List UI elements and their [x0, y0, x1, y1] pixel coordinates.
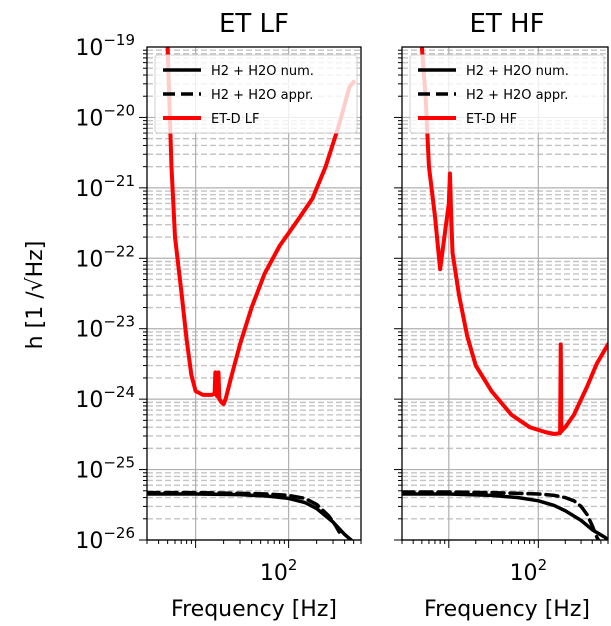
y-tick-labels: 10−19 10−20 10−21 10−22 10−23 10−24 10−25 10−26 [75, 31, 135, 554]
x-axis-label: Frequency [Hz] [171, 597, 337, 622]
plot-area [147, 47, 356, 540]
y-tick-label: 10−24 [75, 383, 135, 413]
series-line-2 [402, 490, 601, 540]
y-tick-label: 10−20 [75, 101, 135, 131]
ticks [139, 49, 362, 548]
panel-et-lf: ET LF 10−19 10−20 10−21 10−22 10−23 10−24 10−2… [23, 9, 362, 622]
legend-label: H2 + H2O num. [466, 64, 569, 79]
x-tick-labels: 102 [510, 556, 548, 586]
plot-area [402, 47, 608, 540]
legend-label: ET-D LF [211, 112, 260, 127]
y-tick-label: 10−25 [75, 454, 135, 484]
axes-frame [146, 46, 362, 541]
y-tick-label: 10−26 [75, 524, 135, 554]
legend-box [409, 54, 605, 134]
axes-frame [401, 46, 609, 541]
series-line-3 [165, 47, 356, 407]
ticks [394, 49, 609, 548]
y-tick-label: 10−19 [75, 31, 135, 61]
x-tick-label: 102 [260, 556, 298, 586]
panel-title: ET HF [469, 9, 544, 39]
x-tick-labels: 102 [260, 556, 298, 586]
series-line-2 [147, 490, 341, 534]
panel-title: ET LF [219, 9, 289, 39]
legend-label: ET-D HF [466, 112, 517, 127]
legend-label: H2 + H2O appr. [211, 88, 313, 103]
y-axis-label-text: h [1 /√Hz] [23, 241, 48, 350]
panel-et-hf: ET HF 102 Frequency [Hz] H2 + H2O num.H2… [394, 9, 609, 622]
legend-box [154, 54, 358, 134]
legend: H2 + H2O num. H2 + H2O appr. ET-D HF [409, 54, 605, 134]
legend-label: H2 + H2O num. [211, 64, 314, 79]
x-axis-label: Frequency [Hz] [424, 597, 590, 622]
series-line-1 [147, 492, 353, 540]
legend-label: H2 + H2O appr. [466, 88, 568, 103]
y-tick-label: 10−22 [75, 242, 135, 272]
legend: H2 + H2O num. H2 + H2O appr. ET-D LF [154, 54, 358, 134]
y-tick-label: 10−23 [75, 313, 135, 343]
y-tick-label: 10−21 [75, 172, 135, 202]
y-axis-label: h [1 /√Hz] [23, 241, 48, 350]
series-line-1 [402, 492, 608, 540]
x-tick-label: 102 [510, 556, 548, 586]
series-line-3 [419, 47, 608, 436]
